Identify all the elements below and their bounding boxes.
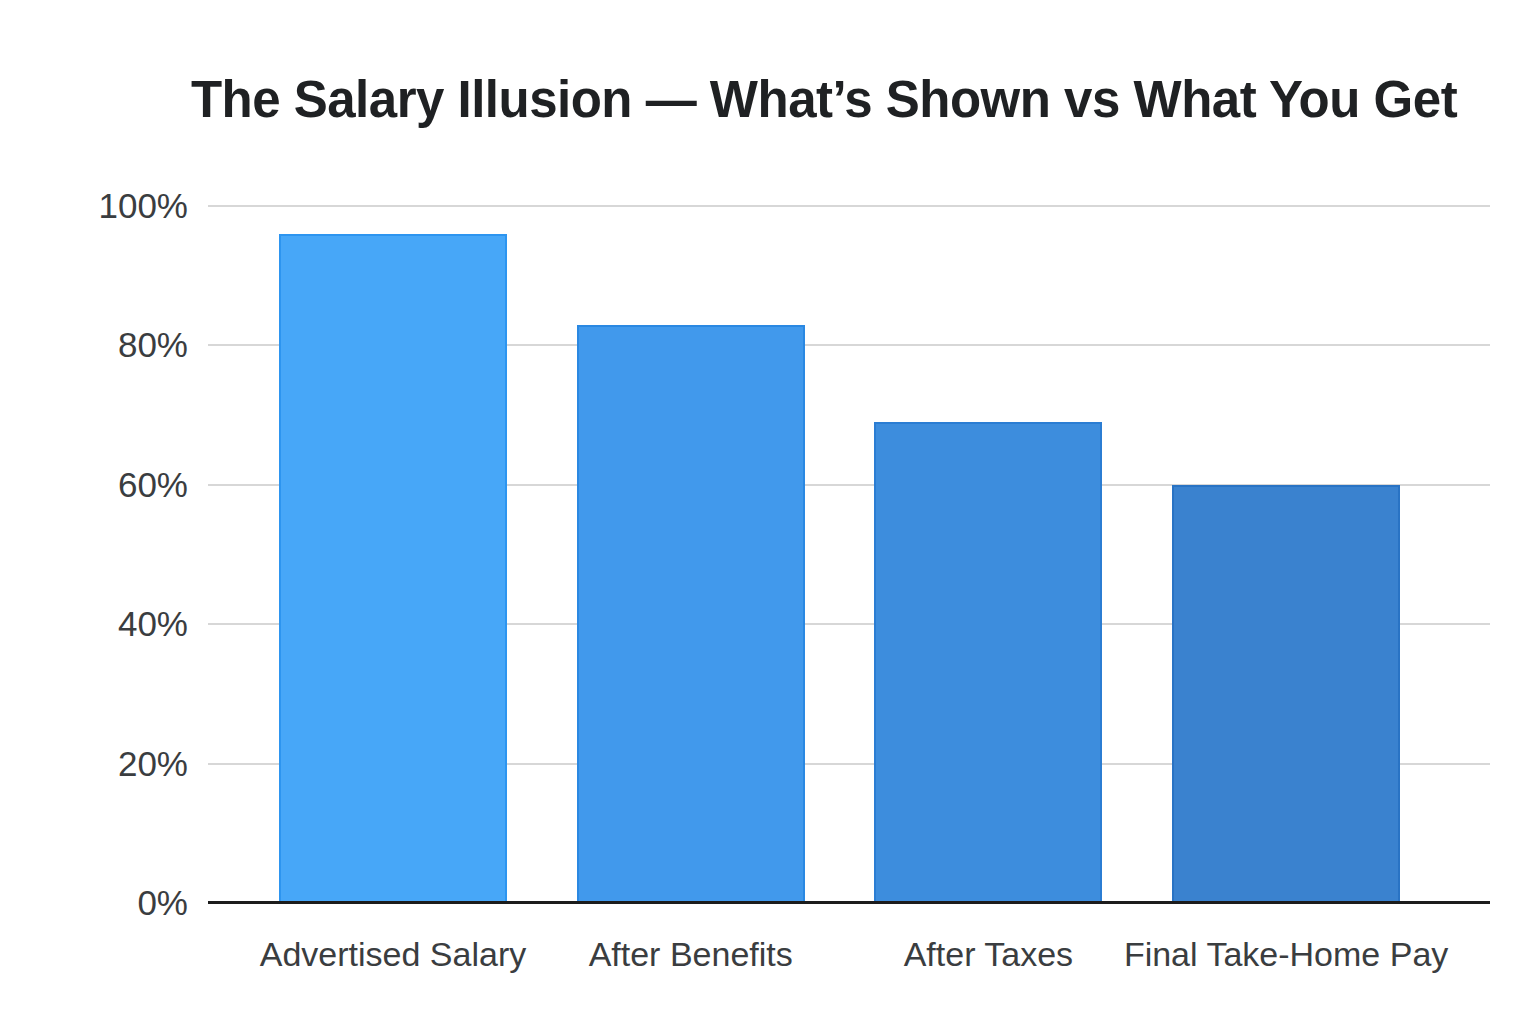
x-label-after-taxes: After Taxes	[904, 932, 1073, 976]
bar-after-taxes	[874, 422, 1102, 903]
y-tick-label-100: 100%	[98, 186, 188, 226]
y-tick-label-60: 60%	[118, 465, 188, 505]
x-label-after-benefits: After Benefits	[589, 932, 793, 976]
bar-after-benefits	[577, 325, 805, 904]
plot-area	[208, 206, 1490, 903]
y-axis-tick-labels: 0%20%40%60%80%100%	[0, 206, 188, 903]
x-label-advertised-salary: Advertised Salary	[260, 932, 526, 976]
bar-advertised-salary	[279, 234, 507, 903]
x-axis-line	[208, 901, 1490, 904]
x-axis-category-labels: Advertised Salary After Benefits After Tax…	[208, 932, 1490, 980]
chart-title: The Salary Illusion — What’s Shown vs Wh…	[112, 70, 1536, 129]
y-tick-label-0: 0%	[137, 883, 188, 923]
y-tick-label-80: 80%	[118, 325, 188, 365]
y-tick-label-40: 40%	[118, 604, 188, 644]
gridline-100pct	[208, 205, 1490, 207]
salary-illusion-bar-chart: The Salary Illusion — What’s Shown vs Wh…	[0, 0, 1536, 1024]
y-tick-label-20: 20%	[118, 744, 188, 784]
bar-final-take-home-pay	[1172, 485, 1400, 903]
x-label-final-take-home-pay: Final Take-Home Pay	[1124, 932, 1448, 976]
